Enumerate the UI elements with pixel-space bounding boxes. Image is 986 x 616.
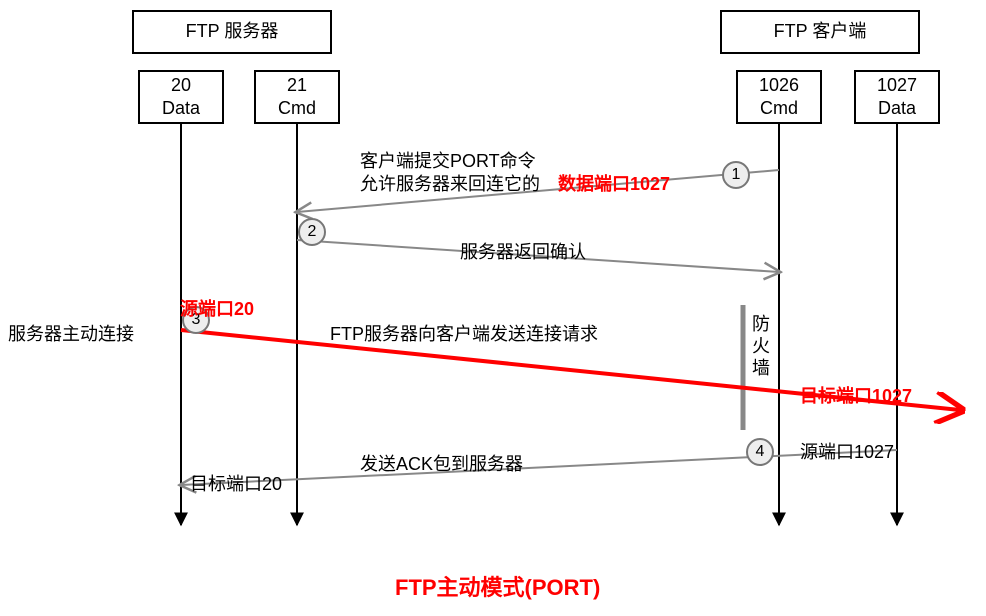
step-3-label-0: 服务器主动连接 [8,320,134,346]
step-circle-4: 4 [746,438,774,466]
step-3-label-2: FTP服务器向客户端发送连接请求 [330,320,598,346]
step-4-label-2: 目标端口20 [190,470,282,496]
port-20-data: 20Data [138,70,224,124]
diagram-title: FTP主动模式(PORT) [395,570,600,602]
port-1026-cmd: 1026Cmd [736,70,822,124]
ftp-client-box: FTP 客户端 [720,10,920,54]
ftp-server-box: FTP 服务器 [132,10,332,54]
step-4-label-1: 发送ACK包到服务器 [360,450,523,476]
firewall-label-2: 墙 [752,354,770,380]
step-circle-2: 2 [298,218,326,246]
step-1-label-1: 允许服务器来回连它的 [360,170,540,196]
port-1027-data: 1027Data [854,70,940,124]
step-4-label-0: 源端口1027 [800,438,894,464]
step-circle-1: 1 [722,161,750,189]
step-3-label-3: 目标端口1027 [800,382,912,408]
step-1-label-2: 数据端口1027 [558,170,670,196]
step-2-label-0: 服务器返回确认 [460,238,586,264]
step-3-label-1: 源端口20 [180,295,254,321]
port-21-cmd: 21Cmd [254,70,340,124]
